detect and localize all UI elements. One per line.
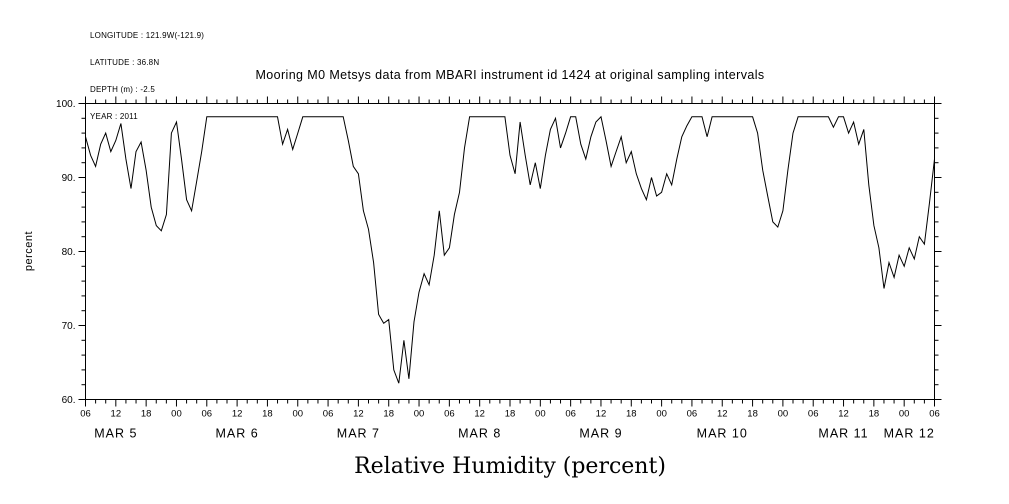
x-tick-label: 18: [626, 409, 637, 420]
y-tick-label: 90.: [62, 173, 76, 184]
x-date-label: MAR 11: [818, 427, 868, 441]
y-tick-label: 80.: [62, 247, 76, 258]
x-tick-label: 12: [474, 409, 485, 420]
x-axis-caption: Relative Humidity (percent): [354, 454, 666, 479]
metadata-year: YEAR : 2011: [90, 112, 138, 121]
metadata-longitude: LONGITUDE : 121.9W(-121.9): [90, 31, 205, 40]
x-tick-label: 06: [687, 409, 698, 420]
x-tick-label: 18: [869, 409, 880, 420]
x-tick-label: 18: [505, 409, 516, 420]
x-tick-label: 18: [141, 409, 152, 420]
x-tick-label: 06: [929, 409, 940, 420]
x-date-label: MAR 10: [697, 427, 748, 441]
x-date-label: MAR 8: [458, 427, 501, 441]
x-tick-label: 06: [323, 409, 334, 420]
x-tick-label: 12: [596, 409, 607, 420]
x-tick-label: 00: [414, 409, 425, 420]
x-tick-label: 18: [747, 409, 758, 420]
plot-frame: [85, 103, 935, 400]
x-tick-label: 12: [717, 409, 728, 420]
x-tick-label: 06: [808, 409, 819, 420]
x-tick-label: 06: [565, 409, 576, 420]
plot-metadata: LONGITUDE : 121.9W(-121.9) LATITUDE : 36…: [90, 13, 204, 139]
x-tick-label: 18: [262, 409, 273, 420]
x-tick-label: 12: [353, 409, 364, 420]
chart-title: Mooring M0 Metsys data from MBARI instru…: [255, 68, 765, 82]
x-tick-label: 00: [292, 409, 303, 420]
y-tick-label: 70.: [62, 321, 76, 332]
x-tick-label: 12: [111, 409, 122, 420]
x-tick-label: 00: [535, 409, 546, 420]
y-tick-label: 60.: [62, 395, 76, 406]
x-tick-label: 06: [444, 409, 455, 420]
x-tick-label: 06: [80, 409, 91, 420]
x-date-label: MAR 7: [337, 427, 380, 441]
x-tick-label: 18: [383, 409, 394, 420]
x-tick-label: 00: [656, 409, 667, 420]
x-tick-label: 00: [171, 409, 182, 420]
x-tick-label: 06: [201, 409, 212, 420]
metadata-depth: DEPTH (m) : -2.5: [90, 85, 155, 94]
metadata-latitude: LATITUDE : 36.8N: [90, 58, 160, 67]
x-date-label: MAR 5: [94, 427, 137, 441]
x-tick-label: 12: [232, 409, 243, 420]
x-date-label: MAR 12: [884, 427, 935, 441]
x-tick-label: 00: [778, 409, 789, 420]
x-date-label: MAR 6: [216, 427, 259, 441]
x-tick-label: 00: [899, 409, 910, 420]
humidity-line: [85, 115, 935, 384]
y-tick-label: 100.: [56, 99, 75, 110]
x-date-label: MAR 9: [579, 427, 622, 441]
x-tick-label: 12: [838, 409, 849, 420]
